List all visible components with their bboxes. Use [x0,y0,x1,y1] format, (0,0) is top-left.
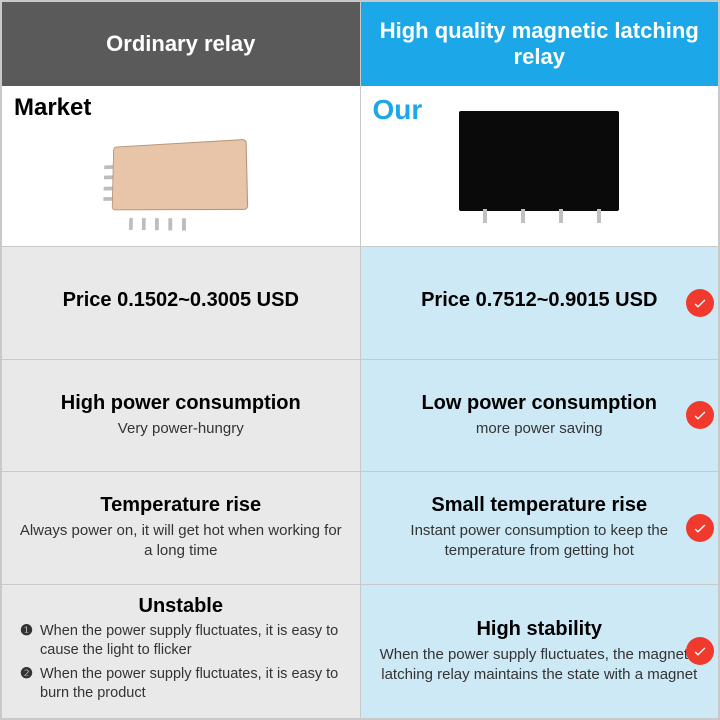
row-stability: Unstable ❶When the power supply fluctuat… [2,584,718,718]
market-cell: Market [2,86,361,246]
temp-magnetic-sub: Instant power consumption to keep the te… [375,521,705,562]
bullet-2-text: When the power supply fluctuates, it is … [40,665,342,704]
price-ordinary: Price 0.1502~0.3005 USD [2,247,361,359]
row-power: High power consumption Very power-hungry… [2,359,718,472]
check-icon [686,289,714,317]
check-icon [686,637,714,665]
price-ordinary-title: Price 0.1502~0.3005 USD [63,289,299,312]
header-ordinary: Ordinary relay [2,2,361,86]
market-label: Market [14,94,348,122]
power-ordinary-title: High power consumption [61,392,301,415]
bullet-1-text: When the power supply fluctuates, it is … [40,622,342,661]
power-magnetic: Low power consumption more power saving [361,360,719,472]
stability-magnetic: High stability When the power supply flu… [361,585,719,718]
row-temperature: Temperature rise Always power on, it wil… [2,471,718,584]
header-row: Ordinary relay High quality magnetic lat… [2,2,718,86]
check-icon [686,514,714,542]
power-ordinary-sub: Very power-hungry [118,419,244,439]
comparison-table: Ordinary relay High quality magnetic lat… [0,0,720,720]
power-magnetic-sub: more power saving [476,419,603,439]
power-magnetic-title: Low power consumption [421,392,657,415]
bullet-1-icon: ❶ [20,622,36,661]
temp-magnetic: Small temperature rise Instant power con… [361,472,719,584]
price-magnetic: Price 0.7512~0.9015 USD [361,247,719,359]
our-cell: Our [361,86,719,246]
temp-magnetic-title: Small temperature rise [431,494,647,517]
stability-ordinary-bullets: ❶When the power supply fluctuates, it is… [16,622,346,708]
row-price: Price 0.1502~0.3005 USD Price 0.7512~0.9… [2,246,718,359]
price-magnetic-title: Price 0.7512~0.9015 USD [421,289,657,312]
image-row: Market Our [2,86,718,246]
temp-ordinary-title: Temperature rise [100,494,261,517]
magnetic-relay-image [373,106,707,226]
temp-ordinary: Temperature rise Always power on, it wil… [2,472,361,584]
power-ordinary: High power consumption Very power-hungry [2,360,361,472]
header-magnetic: High quality magnetic latching relay [361,2,719,86]
ordinary-relay-image [14,122,348,242]
temp-ordinary-sub: Always power on, it will get hot when wo… [16,521,346,562]
stability-ordinary-title: Unstable [139,595,223,618]
bullet-2-icon: ❷ [20,665,36,704]
stability-ordinary: Unstable ❶When the power supply fluctuat… [2,585,361,718]
check-icon [686,401,714,429]
stability-magnetic-sub: When the power supply fluctuates, the ma… [375,645,705,686]
stability-magnetic-title: High stability [476,618,602,641]
